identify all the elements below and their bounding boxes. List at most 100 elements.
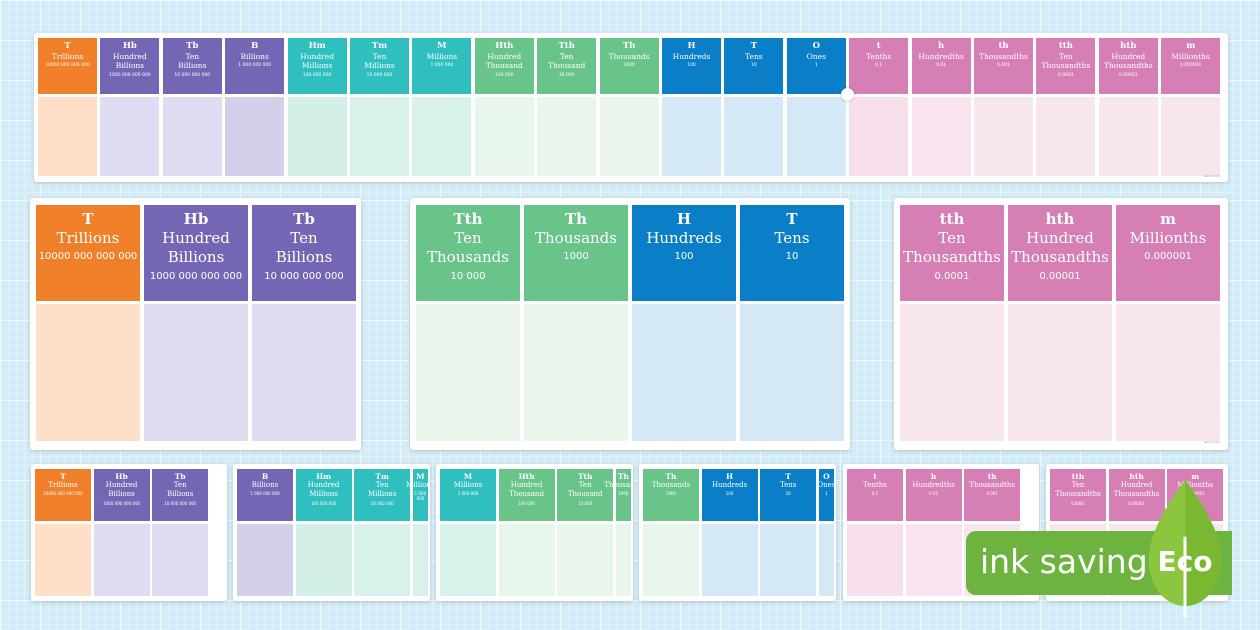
digit-cell[interactable] — [786, 97, 846, 176]
digit-cell[interactable] — [144, 304, 248, 441]
place-abbreviation: Hm — [316, 472, 332, 481]
place-name: Hundreds — [672, 51, 711, 61]
digit-cell[interactable] — [662, 97, 721, 176]
place-abbreviation: Th — [665, 472, 677, 481]
column-header: tth Ten Thousandths 0.0001 — [1036, 38, 1096, 94]
digit-cell[interactable] — [35, 524, 91, 596]
digit-cell[interactable] — [38, 97, 97, 176]
digit-cell[interactable] — [350, 97, 409, 176]
digit-cell[interactable] — [1008, 304, 1112, 441]
place-value: 1 000 000 — [414, 491, 427, 502]
digit-cell[interactable] — [818, 524, 834, 596]
digit-cell[interactable] — [900, 304, 1004, 441]
place-value-column: hth Hundred Thousandths 0.00001 — [1098, 38, 1158, 176]
digit-cell[interactable] — [615, 524, 631, 596]
digit-cell[interactable] — [416, 304, 520, 441]
digit-cell[interactable] — [760, 524, 817, 596]
place-name: Hundred — [1111, 51, 1146, 61]
column-header: m Millionths 0.000001 — [1161, 38, 1221, 94]
place-name: Millions — [453, 481, 483, 490]
digit-cell[interactable] — [162, 97, 222, 176]
digit-cell[interactable] — [1098, 97, 1158, 176]
place-value-column: T Trillions 10000 000 000 000 — [38, 38, 97, 176]
place-abbreviation: Th — [564, 210, 588, 228]
place-name: Hundred — [300, 51, 334, 61]
digit-cell[interactable] — [474, 97, 534, 176]
place-name: Hundred — [105, 481, 138, 490]
print-page-card: Th Thousands 1000 H Hundreds 100 T Tens 10 O Ones 1 — [639, 464, 836, 601]
brand-mark: twinkl.com — [1203, 440, 1220, 444]
digit-cell[interactable] — [599, 97, 659, 176]
digit-cell[interactable] — [237, 524, 293, 596]
place-name: Ten — [1059, 51, 1073, 61]
digit-cell[interactable] — [295, 524, 352, 596]
place-abbreviation: Hb — [115, 472, 128, 481]
place-value: 10 000 — [578, 500, 593, 506]
column-header: T Trillions 10000 000 000 000 — [38, 38, 97, 94]
place-abbreviation: Hm — [308, 41, 326, 51]
digit-cell[interactable] — [152, 524, 209, 596]
digit-cell[interactable] — [724, 97, 784, 176]
place-abbreviation: m — [1186, 41, 1196, 51]
place-value: 10 000 — [450, 270, 486, 282]
place-name: Ten — [938, 228, 966, 247]
digit-cell[interactable] — [911, 97, 971, 176]
column-header: th Thousandths 0.001 — [964, 469, 1021, 521]
place-value-column: hth Hundred Thousandths 0.00001 — [1008, 205, 1112, 441]
place-value: 1000 — [623, 63, 635, 69]
place-value: 10 000 000 — [366, 73, 393, 79]
place-value: 10 000 000 000 — [264, 270, 344, 282]
digit-cell[interactable] — [701, 524, 758, 596]
place-value-column: H Hundreds 100 — [701, 469, 758, 596]
place-value: 0.000001 — [1185, 491, 1205, 497]
place-value: 1 — [825, 491, 828, 497]
digit-cell[interactable] — [537, 97, 597, 176]
digit-cell[interactable] — [36, 304, 140, 441]
digit-cell[interactable] — [287, 97, 347, 176]
digit-cell[interactable] — [1036, 97, 1096, 176]
place-name: Millions — [309, 490, 338, 499]
digit-cell[interactable] — [847, 524, 903, 596]
place-abbreviation: Tb — [186, 41, 199, 51]
column-header: Hb Hundred Billions 1000 000 000 000 — [93, 469, 150, 521]
digit-cell[interactable] — [905, 524, 962, 596]
place-value-column: Tth Ten Thousand 10 000 — [557, 469, 614, 596]
digit-cell[interactable] — [632, 304, 736, 441]
place-name: Millions — [364, 61, 395, 71]
digit-cell[interactable] — [1116, 304, 1220, 441]
place-name: Tens — [780, 481, 797, 490]
place-value: 0.01 — [936, 63, 947, 69]
digit-cell[interactable] — [252, 304, 356, 441]
place-name: Thousand — [485, 61, 523, 71]
digit-cell[interactable] — [354, 524, 411, 596]
digit-cell[interactable] — [974, 97, 1033, 176]
digit-cell[interactable] — [1161, 97, 1221, 176]
digit-cell[interactable] — [740, 304, 844, 441]
digit-cell[interactable] — [498, 524, 555, 596]
place-value: 0.01 — [929, 491, 939, 497]
column-header: h Hundredths 0.01 — [911, 38, 971, 94]
place-abbreviation: T — [82, 210, 94, 228]
place-value: 1000 — [665, 491, 677, 497]
digit-cell[interactable] — [100, 97, 160, 176]
place-value: 1 000 000 — [430, 63, 454, 69]
column-header: H Hundreds 100 — [701, 469, 758, 521]
digit-cell[interactable] — [225, 97, 285, 176]
place-name: Thousandths — [1011, 248, 1109, 267]
digit-cell[interactable] — [643, 524, 699, 596]
digit-cell[interactable] — [93, 524, 150, 596]
digit-cell[interactable] — [412, 524, 428, 596]
place-value: 0.00001 — [1128, 500, 1145, 506]
place-abbreviation: T — [60, 472, 66, 481]
digit-cell[interactable] — [440, 524, 496, 596]
digit-cell[interactable] — [849, 97, 909, 176]
digit-cell[interactable] — [557, 524, 614, 596]
place-name: Hundreds — [646, 228, 722, 247]
column-header: Hm Hundred Millions 100 000 000 — [287, 38, 347, 94]
digit-cell[interactable] — [524, 304, 628, 441]
digit-cell[interactable] — [412, 97, 472, 176]
place-name: Hundred — [1026, 228, 1094, 247]
place-value-column: Tb Ten Billions 10 000 000 000 — [252, 205, 356, 441]
